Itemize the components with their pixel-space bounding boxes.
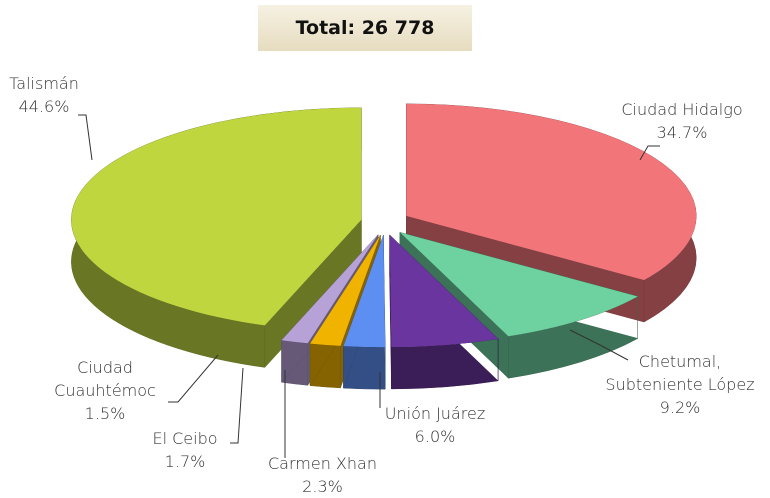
leader-line — [230, 367, 244, 444]
category-label: Chetumal, Subteniente López — [605, 352, 755, 394]
slice — [343, 235, 386, 348]
leader-line — [78, 114, 93, 161]
category-label: El Ceibo — [152, 429, 218, 448]
slice — [281, 234, 379, 344]
value-label: 6.0% — [414, 427, 456, 446]
category-label: Ciudad Cuauhtémoc — [54, 358, 156, 400]
value-label: 9.2% — [659, 398, 701, 417]
slice-label: El Ceibo 1.7% — [140, 427, 230, 473]
leader-line — [569, 329, 629, 361]
leader-line — [639, 145, 660, 161]
slice-label: Talismán 44.6% — [5, 72, 83, 118]
category-label: Talismán — [9, 74, 79, 93]
slice — [399, 232, 638, 337]
leader-line — [168, 354, 219, 403]
slice-label: Chetumal, Subteniente López 9.2% — [590, 350, 770, 419]
slice-label: Carmen Xhan 2.3% — [255, 452, 390, 498]
value-label: 34.7% — [656, 123, 708, 142]
slice-label: Unión Juárez 6.0% — [370, 402, 500, 448]
category-label: Ciudad Hidalgo — [621, 100, 743, 119]
category-label: Unión Juárez — [384, 404, 486, 423]
category-label: Carmen Xhan — [268, 454, 377, 473]
slice — [310, 234, 381, 346]
value-label: 2.3% — [302, 477, 343, 496]
total-label: Total: 26 778 — [258, 5, 472, 51]
slice — [71, 107, 362, 326]
slice — [389, 234, 499, 347]
slice — [406, 103, 697, 281]
slice-label: Ciudad Hidalgo 34.7% — [612, 98, 752, 144]
value-label: 1.7% — [164, 452, 206, 471]
value-label: 1.5% — [84, 404, 126, 423]
value-label: 44.6% — [18, 97, 70, 116]
slice-label: Ciudad Cuauhtémoc 1.5% — [40, 356, 170, 425]
